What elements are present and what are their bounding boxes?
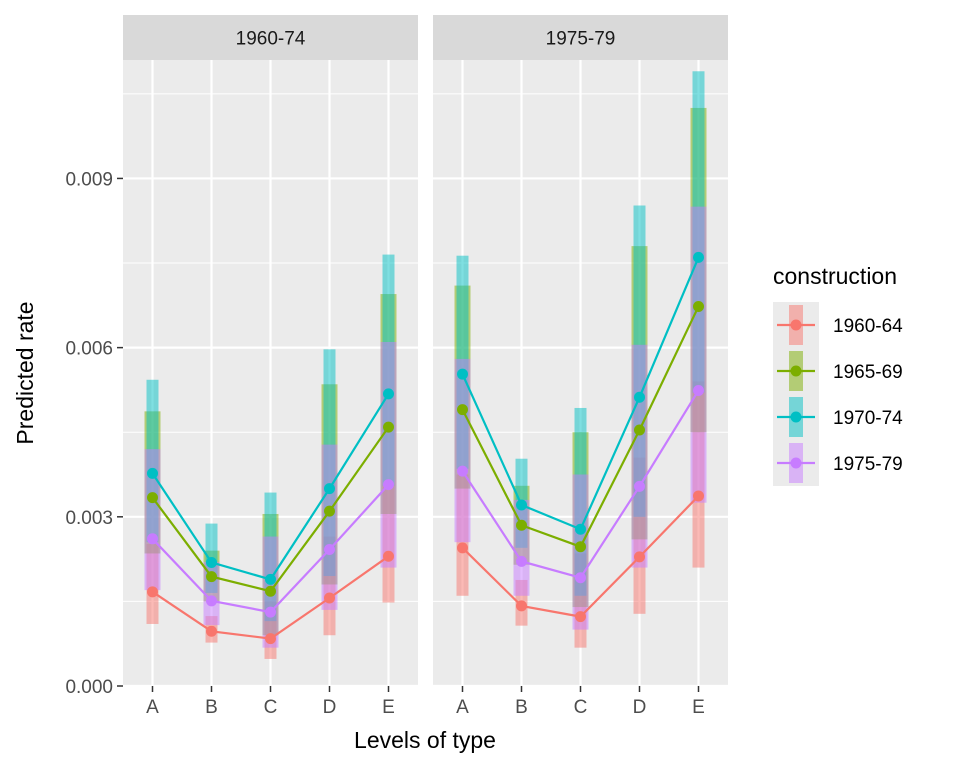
x-tick-label: C xyxy=(574,697,588,718)
data-point-1975-79 xyxy=(147,533,158,545)
data-point-1970-74 xyxy=(383,388,394,400)
facet-strip xyxy=(433,15,728,60)
facet-strip-label: 1975-79 xyxy=(546,29,616,50)
legend-label: 1975-79 xyxy=(833,454,903,475)
data-point-1965-69 xyxy=(575,541,586,553)
error-bar-1975-79 xyxy=(631,344,648,568)
data-point-1965-69 xyxy=(693,300,704,312)
data-point-1965-69 xyxy=(383,421,394,433)
data-point-1975-79 xyxy=(206,595,217,607)
legend-key-point xyxy=(790,365,802,377)
data-point-1965-69 xyxy=(516,519,527,531)
facet-strip xyxy=(123,15,418,60)
data-point-1970-74 xyxy=(575,523,586,535)
y-tick-label: 0.006 xyxy=(65,339,113,360)
data-point-1965-69 xyxy=(147,492,158,504)
data-point-1975-79 xyxy=(324,544,335,556)
data-point-1970-74 xyxy=(693,251,704,263)
legend-title: construction xyxy=(773,263,897,289)
data-point-1975-79 xyxy=(516,555,527,567)
data-point-1965-69 xyxy=(265,585,276,597)
legend-key-point xyxy=(790,319,802,331)
data-point-1975-79 xyxy=(634,480,645,492)
legend-label: 1970-74 xyxy=(833,408,903,429)
error-bar-1975-79 xyxy=(454,358,471,543)
data-point-1965-69 xyxy=(324,505,335,517)
data-point-1975-79 xyxy=(265,606,276,618)
panel-0: 1960-74 A B C D E xyxy=(123,15,418,718)
data-point-1970-74 xyxy=(206,556,217,568)
error-bar-1975-79 xyxy=(321,444,338,610)
data-point-1965-69 xyxy=(457,404,468,416)
legend-key-point xyxy=(790,411,802,423)
data-point-1975-79 xyxy=(693,384,704,396)
data-point-1975-79 xyxy=(457,465,468,477)
data-point-1975-79 xyxy=(383,479,394,491)
data-point-1970-74 xyxy=(634,391,645,403)
data-point-1965-69 xyxy=(206,571,217,583)
data-point-1960-64 xyxy=(575,611,586,623)
data-point-1960-64 xyxy=(457,542,468,554)
data-point-1960-64 xyxy=(383,550,394,562)
x-tick-label: D xyxy=(633,697,647,718)
x-tick-label: E xyxy=(382,697,395,718)
data-point-1960-64 xyxy=(147,586,158,598)
x-tick-label: D xyxy=(323,697,337,718)
y-axis-title: Predicted rate xyxy=(12,301,38,444)
panel-1: 1975-79 A B C D E xyxy=(433,15,728,718)
error-bar-1975-79 xyxy=(690,206,707,503)
data-point-1965-69 xyxy=(634,424,645,436)
data-point-1960-64 xyxy=(206,625,217,637)
x-tick-label: A xyxy=(146,697,159,718)
error-bar-1975-79 xyxy=(380,341,397,568)
data-point-1970-74 xyxy=(457,368,468,380)
data-point-1970-74 xyxy=(147,467,158,479)
data-point-1960-64 xyxy=(265,633,276,645)
data-point-1970-74 xyxy=(516,499,527,511)
facet-strip-label: 1960-74 xyxy=(236,29,306,50)
x-tick-label: C xyxy=(264,697,278,718)
x-tick-label: A xyxy=(456,697,469,718)
legend-label: 1960-64 xyxy=(833,316,903,337)
legend-label: 1965-69 xyxy=(833,362,903,383)
data-point-1960-64 xyxy=(693,490,704,502)
data-point-1960-64 xyxy=(324,592,335,604)
data-point-1960-64 xyxy=(634,551,645,563)
x-tick-label: B xyxy=(515,697,528,718)
data-point-1970-74 xyxy=(324,483,335,495)
y-tick-label: 0.003 xyxy=(65,508,113,529)
y-tick-label: 0.000 xyxy=(65,677,113,698)
y-axis: 0.000 0.003 0.006 0.009 xyxy=(65,169,123,698)
data-point-1960-64 xyxy=(516,600,527,612)
panels-layer: 1960-74 A B C D E 1975-79 A B C D E xyxy=(123,15,728,718)
legend-key-point xyxy=(790,457,802,469)
y-tick-label: 0.009 xyxy=(65,169,113,190)
error-bar-1975-79 xyxy=(144,449,161,591)
x-tick-label: B xyxy=(205,697,218,718)
data-point-1975-79 xyxy=(575,572,586,584)
x-axis-title: Levels of type xyxy=(354,727,496,753)
legend: construction 1960-64 1965-69 1970-74 1975-7… xyxy=(773,263,903,486)
data-point-1970-74 xyxy=(265,573,276,585)
x-tick-label: E xyxy=(692,697,705,718)
